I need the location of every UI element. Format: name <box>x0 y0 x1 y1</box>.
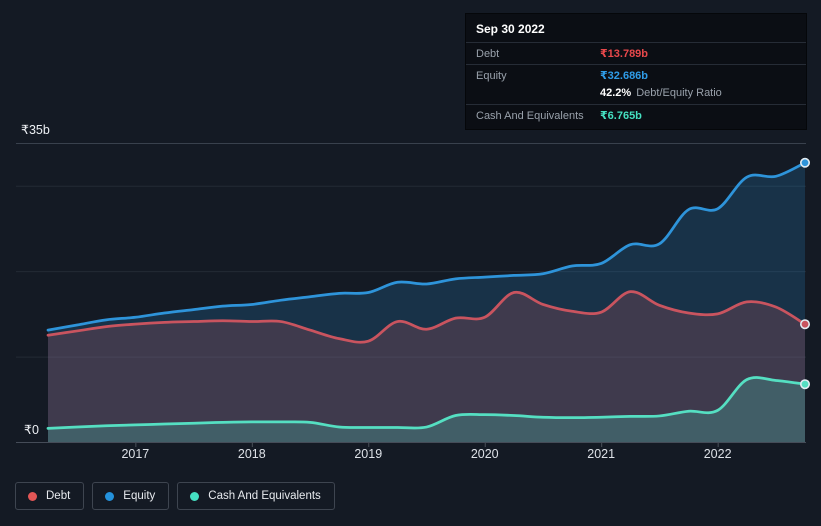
tooltip-debt-label: Debt <box>476 48 500 60</box>
tooltip-cash-label: Cash And Equivalents <box>476 110 584 122</box>
x-axis-label-2021: 2021 <box>587 447 616 461</box>
x-axis-label-2019: 2019 <box>354 447 383 461</box>
debt-line <box>46 290 807 344</box>
tooltip-equity-value: ₹32.686b <box>600 70 649 82</box>
debt-area <box>48 291 805 442</box>
tooltip-ratio-row: 42.2% Debt/Equity Ratio <box>466 86 806 104</box>
x-axis-label-2018: 2018 <box>237 447 266 461</box>
chart-legend: Debt Equity Cash And Equivalents <box>15 482 335 510</box>
cash-color-dot <box>190 491 200 501</box>
tooltip-cash-value: ₹6.765b <box>600 110 642 122</box>
tooltip-ratio-value: 42.2% <box>600 87 632 99</box>
tooltip-equity-row: Equity ₹32.686b <box>466 64 806 86</box>
cash-end-marker <box>799 379 810 390</box>
y-axis-min-label: ₹0 <box>24 423 39 437</box>
legend-item-cash[interactable]: Cash And Equivalents <box>177 482 335 510</box>
equity-color-dot <box>105 491 115 501</box>
equity-area <box>48 162 805 442</box>
tooltip-date: Sep 30 2022 <box>476 22 545 36</box>
chart-tooltip: Sep 30 2022 Debt ₹13.789b Equity ₹32.686… <box>466 14 806 129</box>
tooltip-cash-row: Cash And Equivalents ₹6.765b <box>466 104 806 129</box>
y-axis-max-label: ₹35b <box>21 123 50 137</box>
legend-equity-label: Equity <box>123 490 156 502</box>
equity-line <box>46 161 807 332</box>
debt-end-marker <box>799 319 810 330</box>
tooltip-debt-value: ₹13.789b <box>600 48 649 60</box>
x-axis-label-2022: 2022 <box>703 447 732 461</box>
tooltip-ratio-label: Debt/Equity Ratio <box>636 87 722 99</box>
legend-item-equity[interactable]: Equity <box>92 482 170 510</box>
tooltip-debt-row: Debt ₹13.789b <box>466 42 806 64</box>
cash-area <box>48 377 805 442</box>
legend-cash-label: Cash And Equivalents <box>208 490 321 502</box>
debt-color-dot <box>28 491 37 501</box>
legend-item-debt[interactable]: Debt <box>15 482 85 510</box>
legend-debt-label: Debt <box>46 490 71 502</box>
tooltip-equity-label: Equity <box>476 70 507 82</box>
x-axis-label-2017: 2017 <box>121 447 150 461</box>
cash-line <box>46 376 807 430</box>
x-axis-label-2020: 2020 <box>470 447 499 461</box>
equity-end-marker <box>799 157 810 168</box>
